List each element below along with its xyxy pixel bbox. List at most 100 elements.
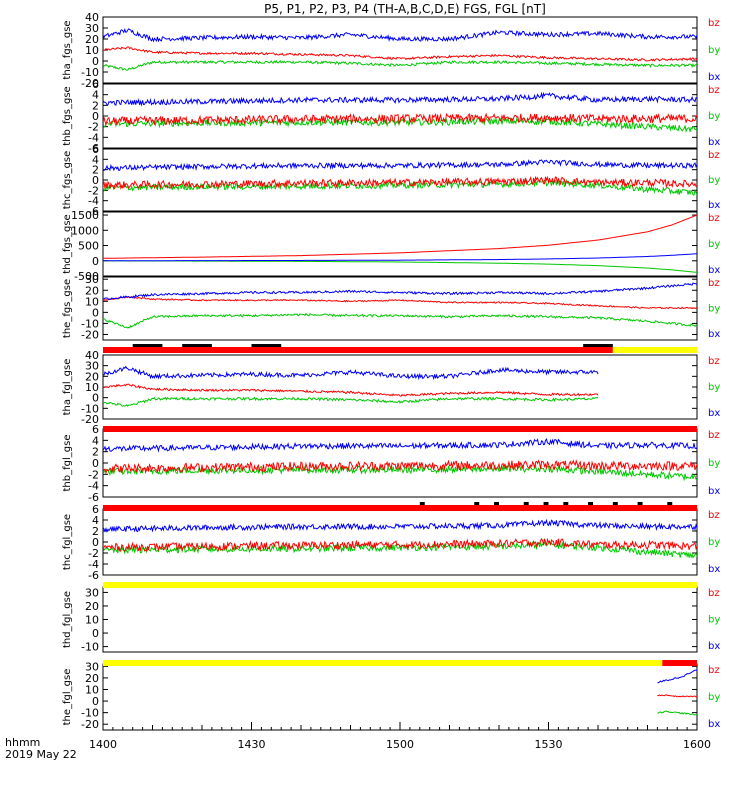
mode-bar [103,426,697,432]
y-tick-label: 30 [85,360,99,373]
legend-by: by [708,692,720,703]
series-by [103,59,697,71]
y-tick-label: -10 [81,317,99,330]
panel-frame [102,276,698,341]
legend-by: by [708,239,720,250]
y-tick-label: 1500 [71,209,99,222]
y-axis-label: thd_fgs_gse [62,214,73,273]
legend-bx: bx [708,329,720,340]
legend-bz: bz [708,150,720,161]
series-bx [103,28,697,43]
legend-bz: bz [708,356,720,367]
y-tick-label: -4 [88,131,99,144]
legend-by: by [708,615,720,626]
mode-bar-mark [251,344,282,347]
y-tick-label: 2 [92,164,99,177]
y-axis-label: thb_fgs_gse [62,86,73,145]
mode-bar [103,502,697,511]
y-tick-label: 0 [92,627,99,640]
y-tick-label: 10 [85,295,99,308]
y-axis-label: thd_fgl_gse [62,591,73,648]
x-tick-label: 1430 [238,738,266,751]
y-tick-label: -4 [88,558,99,571]
y-tick-label: 10 [85,614,99,627]
y-tick-label: -20 [81,77,99,90]
mode-bar-mark [583,344,613,347]
mode-bar-mark [419,502,425,505]
mode-bar-mark [563,502,569,505]
mode-bar-segment [662,660,697,666]
x-axis-label-date: 2019 May 22 [5,748,77,761]
y-axis-label: thc_fgs_gse [62,151,73,210]
series-bz [103,537,697,552]
legend-bz: bz [708,85,720,96]
y-tick-label: 6 [92,78,99,91]
legend-bz: bz [708,510,720,521]
mode-bar-segment [612,347,697,353]
series-bx [103,159,697,172]
y-tick-label: 20 [85,600,99,613]
mode-bar-segment [103,347,613,353]
y-tick-label: -10 [81,707,99,720]
y-tick-label: -10 [81,402,99,415]
mode-bar [103,344,697,353]
panel-frame [102,211,698,277]
legend-bx: bx [708,719,720,730]
legend-by: by [708,45,720,56]
series-by [103,312,697,329]
series-bx [103,91,697,107]
legend-by: by [708,458,720,469]
y-tick-label: 40 [85,11,99,24]
y-axis-label: tha_fgs_gse [62,20,73,79]
legend-bz: bz [708,588,720,599]
y-tick-label: 0 [92,55,99,68]
series-bx [103,282,697,301]
series-bz [103,383,599,397]
legend-bz: bz [708,430,720,441]
series-bz [103,46,697,62]
y-tick-label: 20 [85,672,99,685]
mode-bar-mark [667,502,673,505]
y-tick-label: 2 [92,446,99,459]
plot-title: P5, P1, P2, P3, P4 (TH-A,B,C,D,E) FGS, F… [264,2,546,16]
panel-frame [102,428,698,498]
y-axis-label: thc_fgl_gse [62,514,73,570]
y-tick-label: 20 [85,284,99,297]
y-axis-label: the_fgl_gse [62,669,73,726]
panel-frame [102,586,698,653]
mode-bar-mark [588,502,594,505]
y-tick-label: 2 [92,99,99,112]
series-bz [103,112,697,127]
mode-bar-segment [103,582,697,588]
x-axis-label-hhmm: hhmm [5,736,40,749]
series-bx [103,253,697,262]
y-tick-label: -2 [88,468,99,481]
y-axis-label: tha_fgl_gse [62,359,73,416]
series-bx [657,669,697,684]
y-tick-label: 0 [92,255,99,268]
y-tick-label: 0 [92,392,99,405]
panel-frame [102,83,698,149]
y-tick-label: 10 [85,44,99,57]
y-axis-label: the_fgs_gse [62,279,73,338]
y-tick-label: 6 [92,143,99,156]
legend-by: by [708,175,720,186]
legend-by: by [708,304,720,315]
legend-bx: bx [708,408,720,419]
legend-bx: bx [708,265,720,276]
y-tick-label: 30 [85,660,99,673]
series-bz [103,295,697,310]
y-tick-label: -6 [88,491,99,504]
y-tick-label: 0 [92,695,99,708]
y-tick-label: 0 [92,306,99,319]
y-tick-label: -20 [81,718,99,731]
panel-frame [102,508,698,576]
legend-bx: bx [708,564,720,575]
y-tick-label: 30 [85,273,99,286]
y-tick-label: 2 [92,525,99,538]
mode-bar-mark [637,502,643,505]
mode-bar-segment [103,426,697,432]
